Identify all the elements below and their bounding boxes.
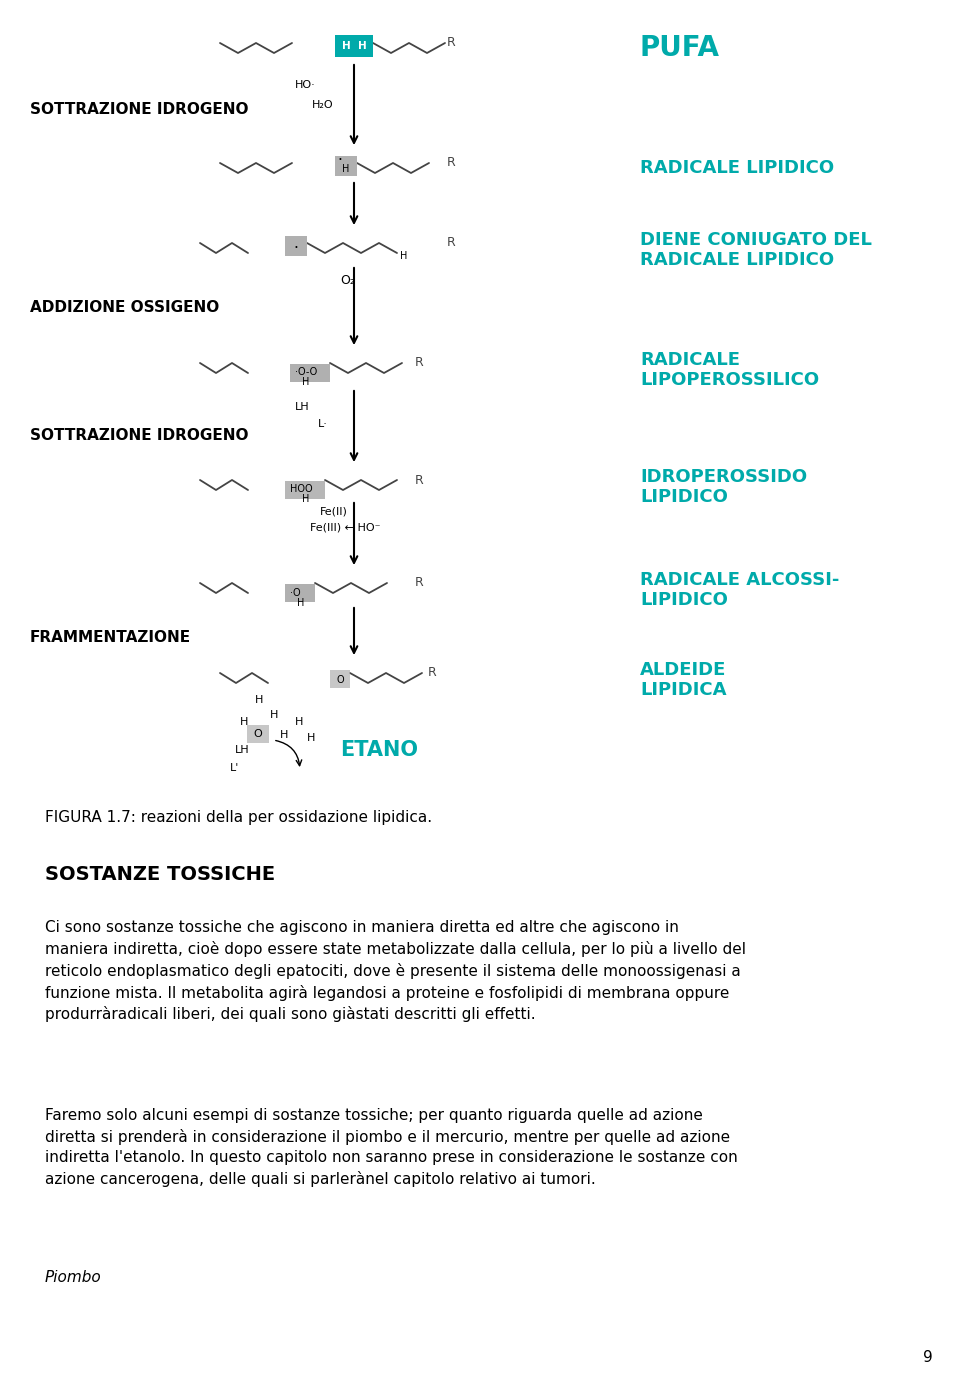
Text: ·O-O: ·O-O (295, 367, 317, 377)
Text: IDROPEROSSIDO: IDROPEROSSIDO (640, 467, 807, 485)
Bar (285, 584, 315, 602)
Text: H: H (295, 716, 303, 727)
Text: ADDIZIONE OSSIGENO: ADDIZIONE OSSIGENO (30, 300, 219, 316)
Text: H: H (400, 250, 407, 262)
Text: R: R (447, 157, 456, 170)
Text: L·: L· (318, 419, 328, 428)
Text: Fe(III) ← HO⁻: Fe(III) ← HO⁻ (310, 523, 380, 533)
Text: H  H: H H (342, 40, 367, 51)
Text: R: R (415, 356, 423, 370)
FancyArrowPatch shape (276, 740, 301, 765)
Text: DIENE CONIUGATO DEL: DIENE CONIUGATO DEL (640, 231, 872, 249)
Text: FIGURA 1.7: reazioni della per ossidazione lipidica.: FIGURA 1.7: reazioni della per ossidazio… (45, 810, 432, 825)
Text: H: H (297, 598, 304, 608)
Text: LH: LH (235, 746, 250, 755)
Text: RADICALE LIPIDICO: RADICALE LIPIDICO (640, 250, 834, 268)
Text: Piombo: Piombo (45, 1270, 102, 1285)
Text: ·: · (294, 242, 299, 256)
Text: RADICALE ALCOSSI-: RADICALE ALCOSSI- (640, 570, 839, 588)
Bar (335, 35, 373, 57)
Text: H: H (280, 730, 288, 740)
Text: SOSTANZE TOSSICHE: SOSTANZE TOSSICHE (45, 865, 276, 885)
Text: R: R (447, 36, 456, 50)
Text: O₂: O₂ (340, 274, 355, 287)
Text: H: H (307, 733, 316, 743)
Text: ·: · (338, 153, 343, 167)
Text: O: O (336, 675, 344, 684)
Text: H₂O: H₂O (312, 100, 334, 110)
Text: LIPIDICO: LIPIDICO (640, 591, 728, 609)
Text: HO·: HO· (295, 81, 316, 90)
Text: RADICALE: RADICALE (640, 351, 740, 369)
Text: H: H (343, 164, 349, 174)
Text: PUFA: PUFA (640, 33, 720, 63)
Text: L': L' (230, 764, 239, 773)
Text: LIPIDICO: LIPIDICO (640, 488, 728, 506)
Bar (335, 156, 357, 177)
Text: ALDEIDE: ALDEIDE (640, 661, 727, 679)
Text: SOTTRAZIONE IDROGENO: SOTTRAZIONE IDROGENO (30, 103, 249, 117)
Bar (285, 236, 307, 256)
Text: R: R (428, 666, 437, 679)
Text: SOTTRAZIONE IDROGENO: SOTTRAZIONE IDROGENO (30, 427, 249, 442)
Text: Faremo solo alcuni esempi di sostanze tossiche; per quanto riguarda quelle ad az: Faremo solo alcuni esempi di sostanze to… (45, 1109, 737, 1187)
Text: HOO: HOO (290, 484, 313, 494)
Text: RADICALE LIPIDICO: RADICALE LIPIDICO (640, 159, 834, 177)
Text: ETANO: ETANO (340, 740, 418, 759)
Bar (290, 364, 330, 383)
Text: LIPIDICA: LIPIDICA (640, 682, 727, 700)
Text: R: R (415, 576, 423, 590)
Bar (285, 481, 325, 499)
Text: H: H (255, 696, 263, 705)
Text: Ci sono sostanze tossiche che agiscono in maniera diretta ed altre che agiscono : Ci sono sostanze tossiche che agiscono i… (45, 919, 746, 1022)
Text: R: R (447, 236, 456, 249)
Text: H: H (240, 716, 249, 727)
Bar (247, 725, 269, 743)
Text: FRAMMENTAZIONE: FRAMMENTAZIONE (30, 630, 191, 645)
Text: H: H (270, 709, 278, 721)
Text: H: H (302, 377, 309, 387)
Text: O: O (253, 729, 262, 739)
Text: LIPOPEROSSILICO: LIPOPEROSSILICO (640, 371, 819, 389)
Text: Fe(II): Fe(II) (320, 506, 348, 517)
Text: R: R (415, 473, 423, 487)
Text: H: H (302, 494, 309, 504)
Text: ·O: ·O (290, 588, 300, 598)
Bar (330, 670, 350, 689)
Text: 9: 9 (924, 1351, 933, 1365)
Text: LH: LH (295, 402, 310, 412)
